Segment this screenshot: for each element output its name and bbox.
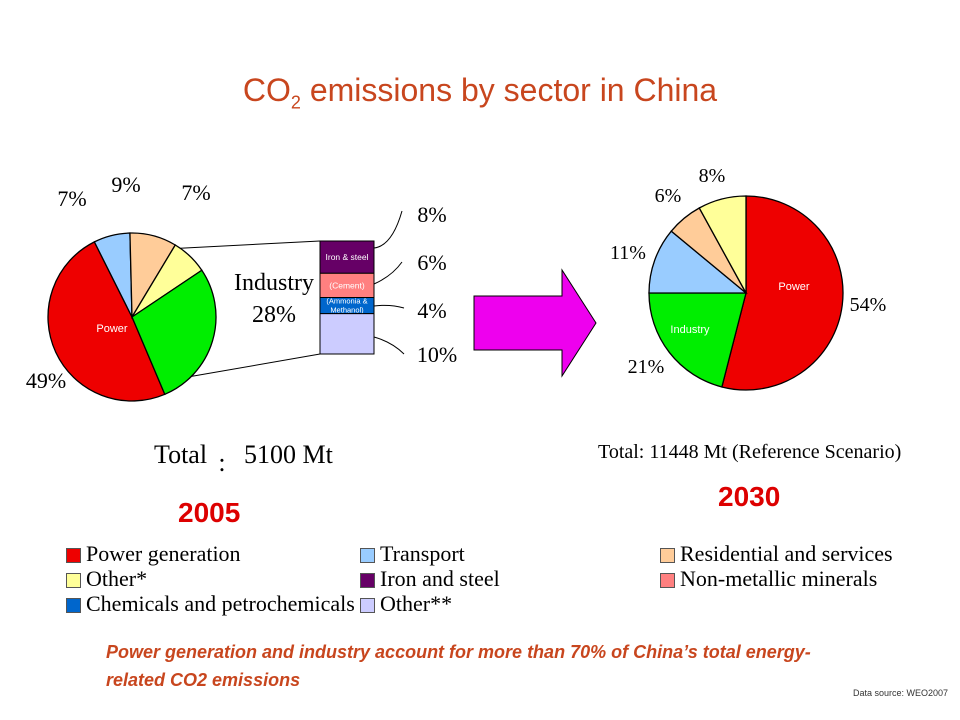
pie-2030-label-residential-and-services: 6% [655, 185, 682, 207]
pie-2005-label-power: 49% [26, 368, 66, 393]
slide-title: CO2 emissions by sector in China [242, 72, 718, 113]
breakdown-label-iron-and-steel: 8% [417, 202, 446, 227]
pie-2030-inner-label-power: Power [778, 281, 810, 293]
breakdown-inner-label-chemicals-and-petrochemicals-line2: Methanol) [330, 306, 364, 315]
pie-2005-slice-power [47, 241, 166, 402]
legend-label: Non-metallic minerals [680, 566, 878, 591]
legend-label: Iron and steel [380, 566, 500, 591]
breakdown-label-other: 10% [417, 342, 457, 367]
footnote: Power generation and industry account fo… [106, 642, 811, 690]
legend-swatch [360, 598, 375, 613]
pie-chart-2005: 49% Power 7% 9% 7% [26, 172, 217, 402]
pie-2005-label-transport: 7% [57, 186, 86, 211]
breakdown-inner-label-iron-and-steel: Iron & steel [326, 252, 369, 262]
arrow-icon [473, 268, 597, 378]
callout-connector-top [180, 240, 321, 249]
legend-swatch [660, 548, 675, 563]
legend-swatch [66, 573, 81, 588]
legend-label: Power generation [86, 541, 241, 566]
industry-callout-value: 28% [252, 302, 296, 328]
pie-2030-label-other: 8% [699, 165, 726, 187]
legend-label: Transport [380, 541, 465, 566]
total-2005-value: 5100 Mt [244, 440, 334, 469]
breakdown-leader-other [373, 336, 405, 355]
pie-2005-inner-label-power: Power [96, 323, 128, 335]
breakdown-inner-label-chemicals-and-petrochemicals: (Ammonia & [326, 297, 367, 306]
legend-swatch [660, 573, 675, 588]
legend-label: Chemicals and petrochemicals [86, 591, 355, 616]
legend-swatch [66, 598, 81, 613]
legend-label: Other* [86, 566, 148, 591]
total-2030: Total: 11448 Mt (Reference Scenario) [598, 441, 901, 463]
breakdown-segment-other [319, 313, 375, 355]
legend-swatch [360, 548, 375, 563]
pie-2030-slice-industry [648, 292, 747, 388]
data-source: Data source: WEO2007 [852, 688, 948, 698]
industry-breakdown-bar: Iron & steel 8% (Cement) 6% (Ammonia &Methan… [180, 202, 457, 377]
pie-2005-label-other: 7% [181, 180, 210, 205]
breakdown-inner-label-non-metallic-minerals: (Cement) [329, 280, 365, 290]
breakdown-label-chemicals-and-petrochemicals: 4% [417, 298, 446, 323]
pie-2030-slice-transport [648, 230, 748, 294]
legend-swatch [360, 573, 375, 588]
breakdown-leader-iron-and-steel [373, 210, 403, 249]
year-label-2005: 2005 [178, 497, 241, 528]
legend-label: Residential and services [680, 541, 893, 566]
transition-arrow [473, 268, 597, 378]
pie-chart-2030: 54% Power 21% Industry 11% 6% 8% [610, 165, 887, 391]
total-2005-label: Total [154, 440, 207, 469]
pie-2030-slice-power [721, 195, 844, 391]
legend: Power generation Transport Residential and… [66, 541, 926, 619]
pie-2005-slice-industry [131, 269, 217, 396]
pie-2005-label-residential-and-services: 9% [111, 172, 140, 197]
callout-connector-bottom [191, 353, 321, 377]
industry-callout-label: Industry [234, 270, 314, 296]
totals: Total:5100 Mt Total: 11448 Mt (Reference … [154, 440, 901, 477]
pie-2030-inner-label-industry: Industry [670, 324, 710, 336]
breakdown-segment-iron-and-steel [319, 240, 375, 274]
total-2005-colon: : [218, 448, 225, 477]
breakdown-leader-non-metallic-minerals [373, 261, 403, 285]
pie-2030-label-power: 54% [850, 294, 887, 316]
pie-2030-slice-other [698, 195, 747, 294]
breakdown-leader-chemicals-and-petrochemicals [373, 304, 405, 309]
pie-2030-label-industry: 21% [628, 356, 665, 378]
industry-callout: Industry 28% [234, 270, 314, 328]
legend-label: Other** [380, 591, 453, 616]
breakdown-label-non-metallic-minerals: 6% [417, 250, 446, 275]
legend-swatch [66, 548, 81, 563]
pie-2030-label-transport: 11% [610, 242, 646, 264]
year-label-2030: 2030 [718, 481, 781, 512]
